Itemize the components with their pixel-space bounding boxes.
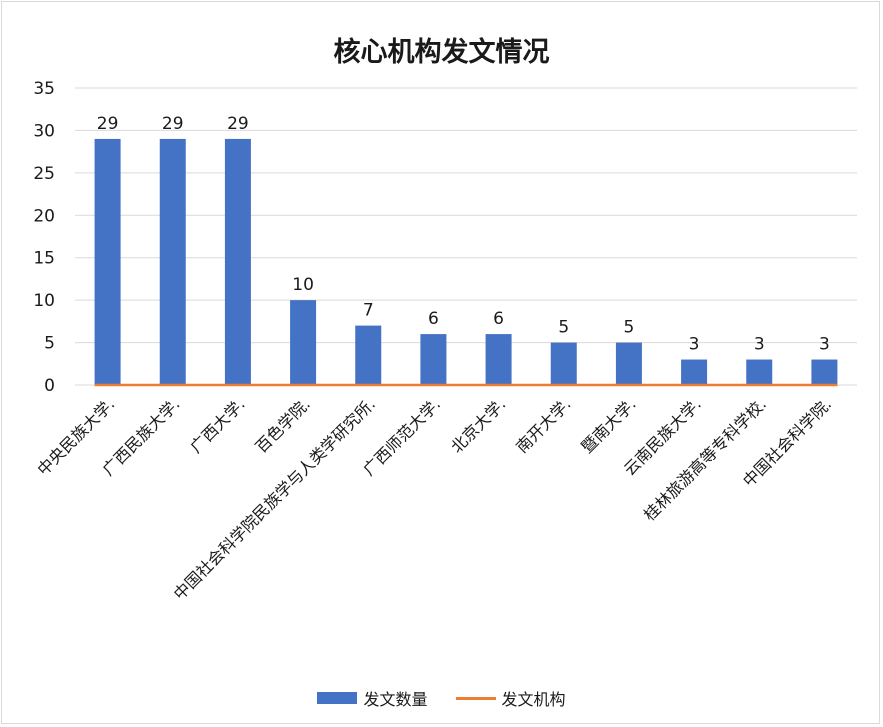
legend-item-bar: 发文数量 xyxy=(317,686,428,710)
x-tick-label: 广西大学. xyxy=(186,394,248,456)
y-tick-label: 25 xyxy=(33,164,55,184)
bar xyxy=(290,300,317,385)
data-label: 29 xyxy=(162,114,184,134)
y-tick-label: 10 xyxy=(33,291,55,311)
legend: 发文数量 发文机构 xyxy=(0,686,883,710)
bar xyxy=(224,138,251,385)
bar xyxy=(485,334,512,385)
data-label: 29 xyxy=(97,114,119,134)
y-tick-label: 15 xyxy=(33,249,55,269)
legend-label-bar: 发文数量 xyxy=(363,690,428,709)
y-tick-label: 30 xyxy=(33,121,55,141)
x-tick-label: 北京大学. xyxy=(447,394,509,456)
legend-swatch-line xyxy=(455,696,496,700)
data-label: 7 xyxy=(363,301,374,321)
bar xyxy=(615,342,642,385)
data-label: 10 xyxy=(292,275,314,295)
legend-item-line: 发文机构 xyxy=(455,686,566,710)
data-label: 3 xyxy=(819,335,830,355)
data-label: 5 xyxy=(558,318,569,338)
legend-swatch-bar xyxy=(317,692,358,704)
bar xyxy=(355,325,382,385)
data-label: 6 xyxy=(428,309,439,329)
bar xyxy=(811,359,838,385)
bar xyxy=(746,359,773,385)
data-label: 3 xyxy=(754,335,765,355)
bar xyxy=(159,138,186,385)
y-tick-label: 20 xyxy=(33,206,55,226)
data-label: 29 xyxy=(227,114,249,134)
x-tick-label: 百色学院. xyxy=(252,394,314,456)
data-label: 5 xyxy=(624,318,635,338)
bar xyxy=(420,334,447,385)
chart-title: 核心机构发文情况 xyxy=(333,37,550,68)
bar xyxy=(94,138,121,385)
x-tick-label: 暨南大学. xyxy=(577,394,639,456)
bar xyxy=(681,359,708,385)
y-tick-label: 0 xyxy=(44,376,55,396)
data-label: 3 xyxy=(689,335,700,355)
x-tick-label: 桂林旅游高等专科学校. xyxy=(640,394,770,524)
data-label: 6 xyxy=(493,309,504,329)
y-tick-label: 35 xyxy=(33,79,55,99)
y-tick-label: 5 xyxy=(44,334,55,354)
legend-label-line: 发文机构 xyxy=(501,690,566,709)
x-tick-label: 南开大学. xyxy=(512,394,574,456)
bar xyxy=(550,342,577,385)
